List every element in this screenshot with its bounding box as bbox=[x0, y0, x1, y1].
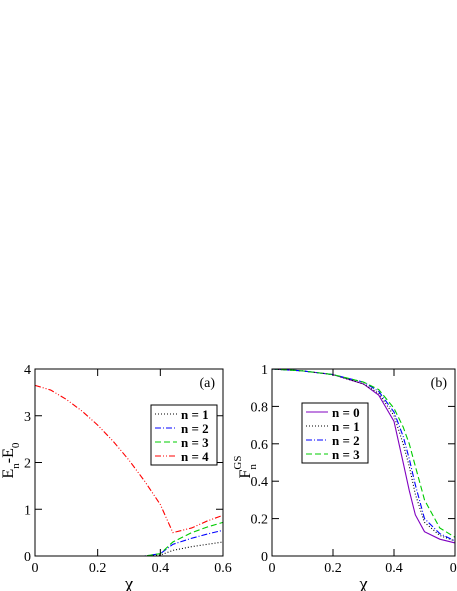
y-axis-label-part: 0 bbox=[10, 442, 22, 448]
y-axis-label-part: n bbox=[10, 463, 22, 469]
legend-box bbox=[301, 402, 369, 464]
x-axis-label: χ bbox=[358, 574, 368, 591]
x-tick-label: 0.2 bbox=[324, 561, 342, 576]
y-tick-label: 1 bbox=[24, 503, 31, 518]
x-tick-label: 0. bbox=[450, 561, 457, 576]
y-tick-label: 0.8 bbox=[251, 400, 269, 415]
y-tick-label: 0.2 bbox=[251, 513, 269, 528]
y-tick-label: 4 bbox=[24, 363, 31, 378]
y-axis-label: En-E0 bbox=[0, 442, 22, 478]
y-tick-label: 2 bbox=[24, 457, 31, 472]
y-axis-label-part: GS bbox=[232, 456, 244, 470]
y-tick-label: 1 bbox=[261, 363, 268, 378]
y-tick-label: 0.4 bbox=[251, 475, 269, 490]
x-tick-label: 0.2 bbox=[89, 561, 107, 576]
series-line bbox=[34, 384, 224, 534]
x-tick-label: 0.6 bbox=[214, 561, 232, 576]
y-tick-label: 0 bbox=[261, 550, 268, 565]
legend-label: n = 3 bbox=[181, 435, 209, 450]
x-tick-label: 0 bbox=[269, 561, 276, 576]
legend-label: n = 1 bbox=[332, 419, 360, 434]
y-axis-label-part: F bbox=[237, 470, 254, 479]
series-line bbox=[271, 368, 456, 538]
legend-box bbox=[150, 404, 218, 466]
series-line bbox=[129, 529, 224, 557]
y-tick-label: 3 bbox=[24, 410, 31, 425]
series-line bbox=[271, 368, 456, 542]
plot-frame bbox=[271, 368, 456, 557]
y-tick-label: 0 bbox=[24, 550, 31, 565]
series-line bbox=[129, 521, 224, 557]
x-tick-label: 0.4 bbox=[152, 561, 170, 576]
legend-label: n = 1 bbox=[181, 407, 209, 422]
y-axis-label-part: -E bbox=[0, 448, 17, 463]
legend-label: n = 2 bbox=[181, 421, 209, 436]
series-line bbox=[129, 541, 224, 557]
legend-label: n = 0 bbox=[332, 405, 360, 420]
legend-label: n = 2 bbox=[332, 433, 360, 448]
y-tick-label: 0.6 bbox=[251, 438, 269, 453]
panel-label: (a) bbox=[199, 376, 215, 391]
legend-label: n = 3 bbox=[332, 447, 360, 462]
panel-label: (b) bbox=[431, 376, 448, 391]
y-axis-label: FGS n bbox=[232, 456, 259, 479]
y-axis-label-part: n bbox=[247, 464, 259, 470]
y-axis-label-part: E bbox=[0, 469, 17, 479]
x-tick-label: 0.4 bbox=[385, 561, 403, 576]
x-axis-label: χ bbox=[124, 574, 134, 591]
x-tick-label: 0 bbox=[32, 561, 39, 576]
legend-label: n = 4 bbox=[181, 449, 209, 464]
